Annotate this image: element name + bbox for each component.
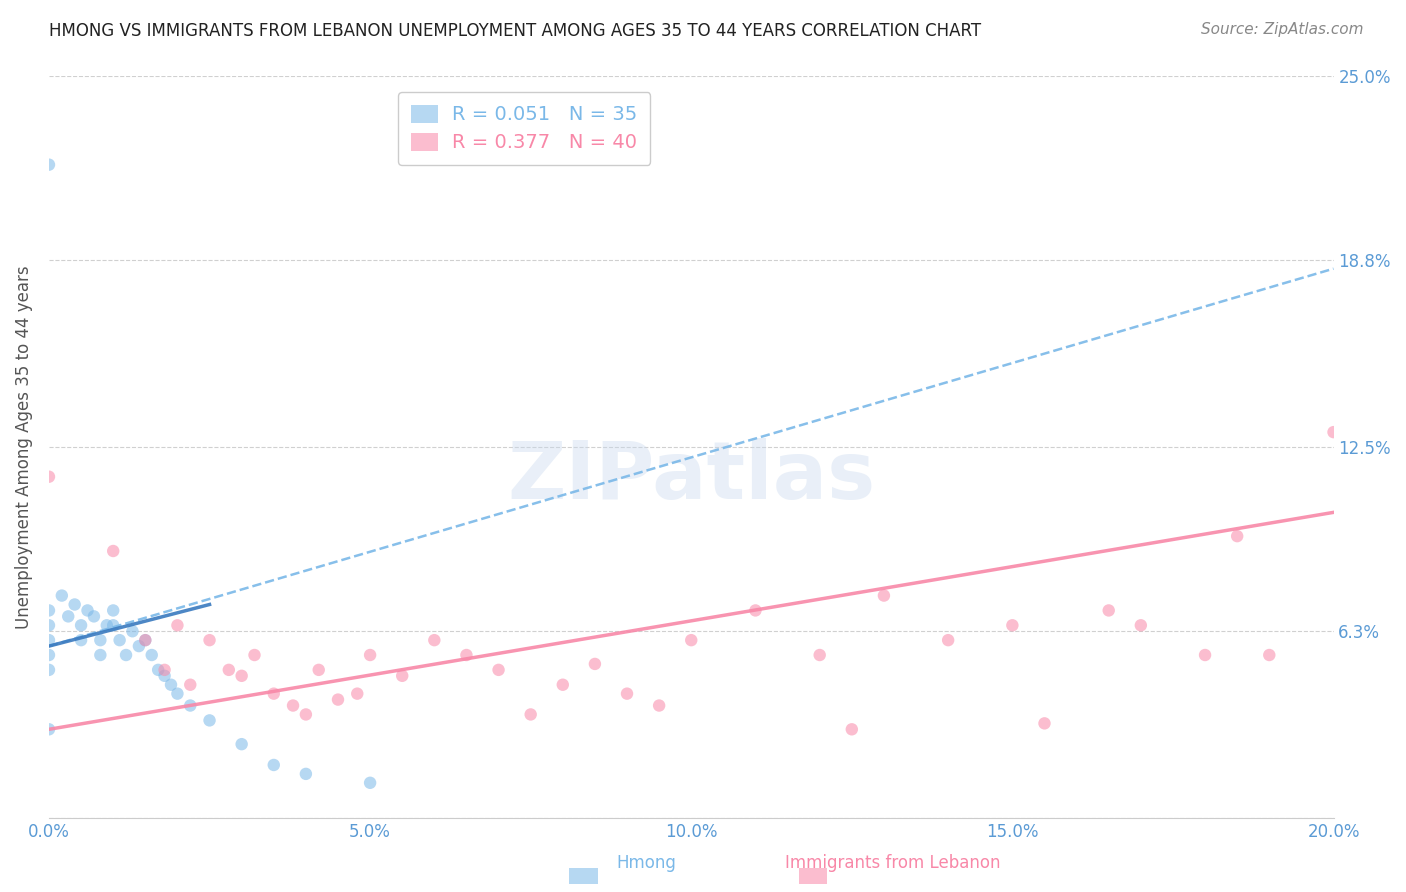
- Point: [166, 687, 188, 701]
- Point: [146, 663, 169, 677]
- Point: [134, 633, 156, 648]
- Point: [308, 663, 330, 677]
- Point: [1226, 529, 1249, 543]
- Point: [38, 663, 60, 677]
- Point: [551, 678, 574, 692]
- Point: [295, 707, 318, 722]
- Point: [38, 648, 60, 662]
- Point: [83, 609, 105, 624]
- Point: [218, 663, 240, 677]
- Point: [103, 618, 125, 632]
- Point: [153, 663, 176, 677]
- Point: [519, 707, 541, 722]
- Point: [263, 758, 285, 772]
- Y-axis label: Unemployment Among Ages 35 to 44 years: Unemployment Among Ages 35 to 44 years: [15, 265, 32, 629]
- Point: [231, 737, 253, 751]
- Point: [681, 633, 703, 648]
- Point: [616, 687, 638, 701]
- Point: [160, 678, 183, 692]
- Point: [153, 669, 176, 683]
- Point: [38, 633, 60, 648]
- Point: [103, 603, 125, 617]
- Point: [1033, 716, 1056, 731]
- Point: [58, 609, 80, 624]
- Legend: R = 0.051   N = 35, R = 0.377   N = 40: R = 0.051 N = 35, R = 0.377 N = 40: [398, 92, 651, 165]
- Point: [128, 639, 150, 653]
- Point: [231, 669, 253, 683]
- Point: [744, 603, 766, 617]
- Point: [295, 767, 318, 781]
- Point: [121, 624, 143, 639]
- Point: [89, 633, 111, 648]
- Point: [391, 669, 413, 683]
- Point: [423, 633, 446, 648]
- Point: [108, 633, 131, 648]
- Point: [1129, 618, 1152, 632]
- Point: [263, 687, 285, 701]
- Point: [346, 687, 368, 701]
- Point: [51, 589, 73, 603]
- Point: [936, 633, 959, 648]
- Text: Hmong: Hmong: [617, 855, 676, 872]
- Point: [808, 648, 831, 662]
- Text: HMONG VS IMMIGRANTS FROM LEBANON UNEMPLOYMENT AMONG AGES 35 TO 44 YEARS CORRELAT: HMONG VS IMMIGRANTS FROM LEBANON UNEMPLO…: [49, 22, 981, 40]
- Point: [1258, 648, 1281, 662]
- Point: [166, 618, 188, 632]
- Point: [841, 723, 863, 737]
- Point: [488, 663, 510, 677]
- Point: [359, 648, 381, 662]
- Point: [326, 692, 349, 706]
- Text: Source: ZipAtlas.com: Source: ZipAtlas.com: [1201, 22, 1364, 37]
- Point: [70, 618, 93, 632]
- Point: [1194, 648, 1216, 662]
- Point: [38, 723, 60, 737]
- Point: [198, 633, 221, 648]
- Point: [179, 698, 201, 713]
- Point: [873, 589, 896, 603]
- Point: [76, 603, 98, 617]
- Point: [179, 678, 201, 692]
- Point: [70, 633, 93, 648]
- Point: [38, 158, 60, 172]
- Point: [89, 648, 111, 662]
- Point: [38, 618, 60, 632]
- Point: [1322, 425, 1344, 439]
- Point: [96, 618, 118, 632]
- Point: [38, 469, 60, 483]
- Text: Immigrants from Lebanon: Immigrants from Lebanon: [785, 855, 1001, 872]
- Point: [103, 544, 125, 558]
- Point: [648, 698, 671, 713]
- Point: [1001, 618, 1024, 632]
- Point: [359, 776, 381, 790]
- Text: ZIPatlas: ZIPatlas: [508, 438, 876, 516]
- Point: [456, 648, 478, 662]
- Point: [198, 714, 221, 728]
- Point: [115, 648, 138, 662]
- Point: [141, 648, 163, 662]
- Point: [1098, 603, 1121, 617]
- Point: [134, 633, 156, 648]
- Point: [38, 603, 60, 617]
- Point: [583, 657, 606, 671]
- Point: [281, 698, 304, 713]
- Point: [63, 598, 86, 612]
- Point: [243, 648, 266, 662]
